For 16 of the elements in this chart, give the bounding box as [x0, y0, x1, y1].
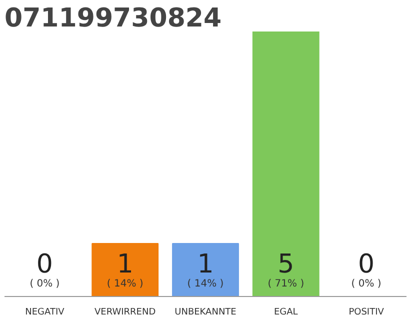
data-label: 0 [36, 250, 53, 280]
x-tick-label: EGAL [274, 308, 298, 318]
data-label: 5 [278, 250, 294, 280]
annotation: ( 71% ) [268, 278, 304, 290]
data-label: 0 [358, 250, 375, 280]
data-label: 1 [197, 250, 214, 280]
annotation: ( 0% ) [30, 278, 60, 290]
x-tick-label: VERWIRREND [94, 308, 156, 318]
annotation: ( 0% ) [351, 278, 382, 290]
data-label: 1 [116, 250, 134, 280]
annotation: ( 14% ) [106, 278, 144, 290]
chart-title: 071199730824 [4, 4, 222, 34]
x-tick-label: NEGATIV [25, 308, 66, 318]
x-tick-label: POSITIV [348, 308, 385, 318]
x-tick-label: UNBEKANNTE [174, 308, 237, 318]
annotation: ( 14% ) [187, 278, 224, 290]
